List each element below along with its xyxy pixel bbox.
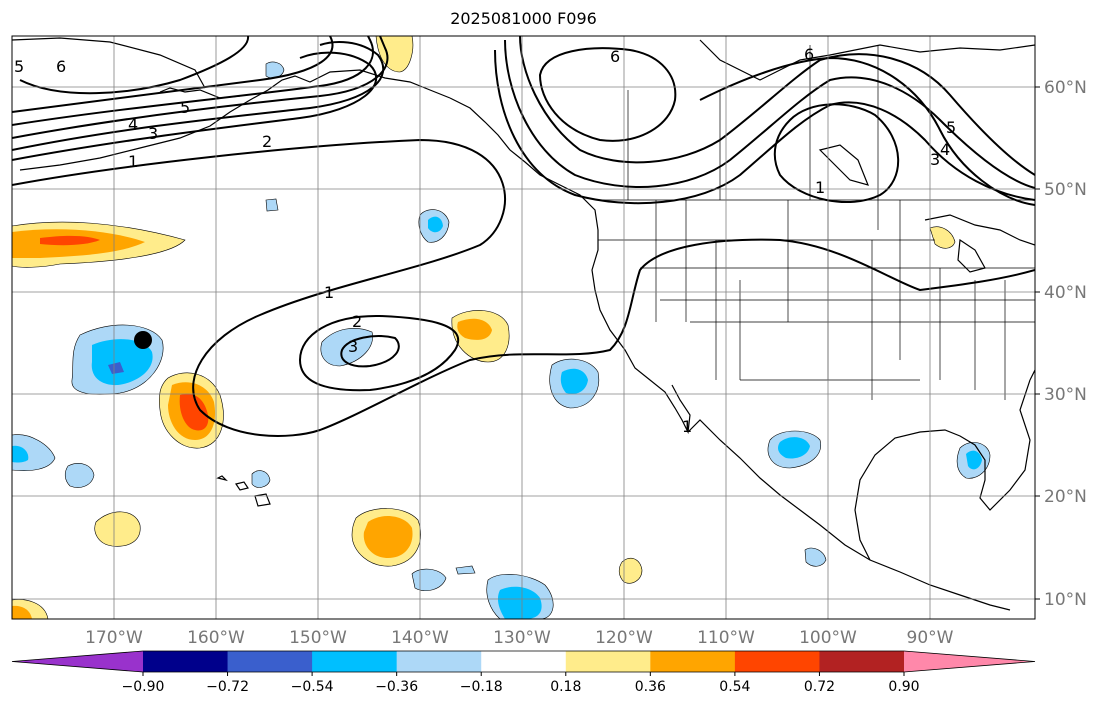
contour-label: 4 [940,140,950,159]
colorbar-tick-label: 0.18 [550,679,581,695]
plot-area [12,36,1035,619]
contour-label: 1 [682,417,692,436]
colorbar-labels: −0.90 −0.72 −0.54 −0.36 −0.18 0.18 0.36 0.54 0.7… [122,672,920,695]
lon-label: 120°W [595,628,653,648]
colorbar [11,650,1036,673]
location-marker [134,331,152,349]
contour-label: 5 [180,98,190,117]
map-title: 2025081000 F096 [450,9,597,28]
lon-label: 110°W [697,628,755,648]
contour-label: 1 [324,283,334,302]
lon-label: 160°W [187,628,245,648]
contour-label: 3 [930,150,940,169]
lon-label: 100°W [799,628,857,648]
plot-frame [11,35,1036,620]
lon-label: 150°W [289,628,347,648]
contour-label: 1 [128,152,138,171]
lon-label: 170°W [85,628,143,648]
political-boundaries [598,45,1035,400]
colorbar-segment [734,651,820,672]
contour-label: 4 [128,115,138,134]
latitude-labels: 60°N 50°N 40°N 30°N 20°N 10°N [1044,78,1087,610]
anomaly-fills [12,36,991,619]
contour-label: 6 [804,45,814,64]
lon-label: 130°W [493,628,551,648]
longitude-labels: 170°W 160°W 150°W 140°W 130°W 120°W 110°… [85,628,954,648]
lat-label: 20°N [1044,487,1087,507]
colorbar-segment [650,651,736,672]
contour-label: 3 [148,124,158,143]
lat-label: 40°N [1044,283,1087,303]
colorbar-segment [227,651,313,672]
contour-label: 1 [815,178,825,197]
graticule [12,36,1035,619]
contour-label: 3 [348,337,358,356]
lon-label: 140°W [391,628,449,648]
colorbar-tick-label: −0.72 [206,679,249,695]
lon-label: 90°W [907,628,954,648]
colorbar-segment [312,651,398,672]
colorbar-extend-high [904,651,1035,672]
contour-labels: 1 2 3 4 5 6 6 6 1 2 3 1 4 3 5 5 1 [14,45,956,436]
colorbar-segment [819,651,905,672]
colorbar-tick-label: 0.54 [719,679,750,695]
colorbar-tick-label: 0.72 [804,679,835,695]
contour-label: 6 [56,57,66,76]
lat-label: 30°N [1044,385,1087,405]
colorbar-tick-label: −0.54 [291,679,334,695]
colorbar-tick-label: −0.90 [122,679,165,695]
colorbar-segment [481,651,567,672]
colorbar-tick-label: −0.18 [460,679,503,695]
colorbar-segment [565,651,651,672]
lat-label: 50°N [1044,180,1087,200]
contour-label: 2 [352,312,362,331]
colorbar-tick-label: 0.90 [888,679,919,695]
lat-label: 10°N [1044,590,1087,610]
contour-label: 2 [262,132,272,151]
colorbar-segment [143,651,229,672]
colorbar-tick-label: 0.36 [635,679,666,695]
height-contours [12,36,1035,437]
colorbar-tick-label: −0.36 [375,679,418,695]
colorbar-segment [396,651,482,672]
colorbar-extend-low [12,651,143,672]
contour-label: 5 [946,118,956,137]
contour-label: 5 [14,57,24,76]
lat-label: 60°N [1044,78,1087,98]
contour-label: 6 [610,47,620,66]
